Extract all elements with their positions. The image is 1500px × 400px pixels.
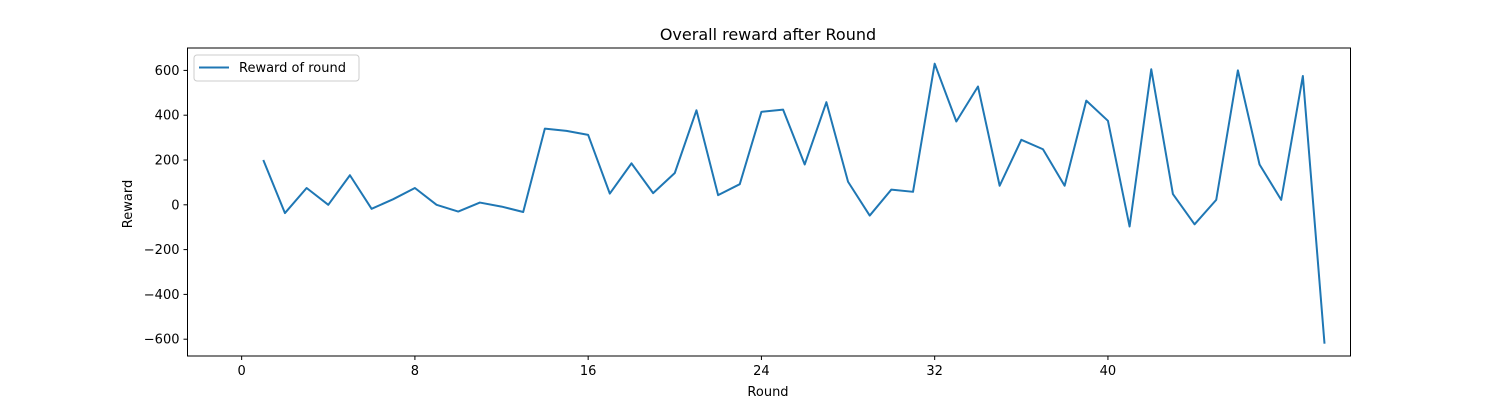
legend-entry-label: Reward of round [239, 61, 346, 76]
y-tick-label: 400 [155, 109, 180, 124]
y-tick-label: −400 [144, 288, 180, 303]
x-tick-label: 24 [753, 364, 770, 379]
x-tick-label: 8 [411, 364, 419, 379]
x-tick-label: 0 [238, 364, 246, 379]
x-tick-label: 40 [1100, 364, 1117, 379]
legend: Reward of round [194, 55, 359, 81]
y-tick-label: −600 [144, 333, 180, 348]
x-tick-label: 32 [926, 364, 943, 379]
y-tick-label: 0 [171, 198, 179, 213]
y-tick-label: −200 [144, 243, 180, 258]
y-tick-label: 200 [155, 154, 180, 169]
chart-title: Overall reward after Round [660, 25, 876, 44]
y-tick-label: 600 [155, 64, 180, 79]
x-axis-label: Round [747, 385, 788, 400]
y-axis-label: Reward [121, 180, 136, 228]
x-tick-label: 16 [580, 364, 597, 379]
